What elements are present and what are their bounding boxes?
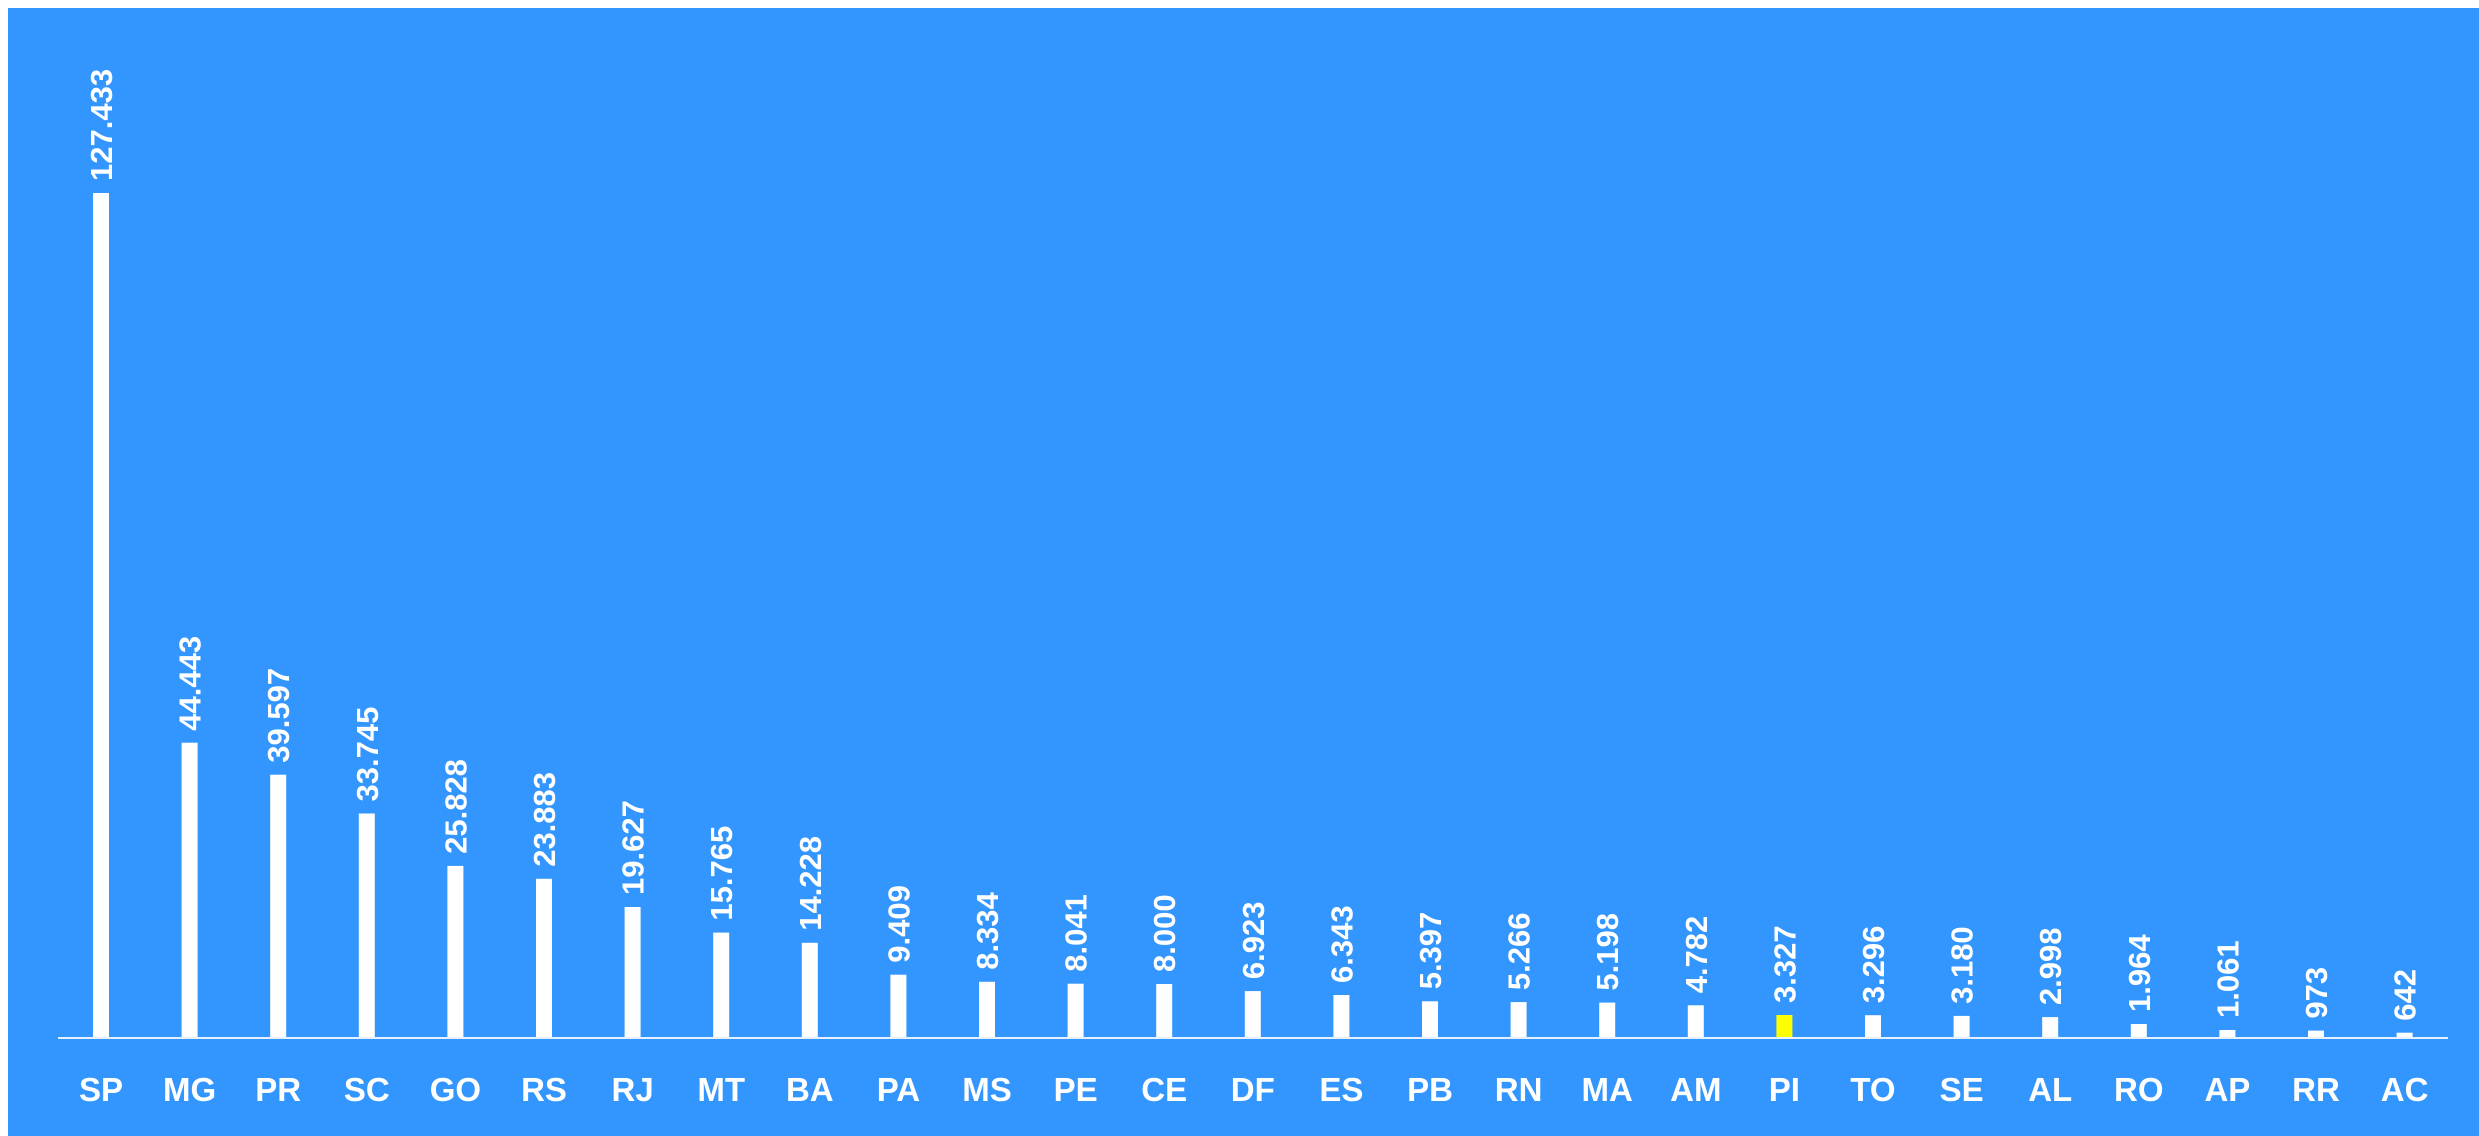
category-label-pr: PR: [255, 1071, 301, 1108]
category-labels-group: SP MG PR SC GO RS RJ MT BA PA MS PE CE DF ES PB RN MA AM PI…: [79, 1071, 2428, 1108]
category-label-sc: SC: [344, 1071, 390, 1108]
value-label-es: 6.343: [1324, 905, 1359, 983]
bar-es: [1333, 995, 1350, 1037]
bar-ac: [2396, 1032, 2413, 1037]
value-label-mg: 44.443: [173, 636, 208, 731]
bar-sp: [93, 193, 109, 1037]
value-label-pi: 3.327: [1767, 925, 1802, 1003]
bar-pb: [1422, 1001, 1438, 1037]
bar-rr: [2308, 1030, 2324, 1037]
value-label-sc: 33.745: [350, 707, 385, 802]
category-label-pb: PB: [1407, 1071, 1453, 1108]
value-label-al: 2.998: [2033, 928, 2068, 1006]
bar-al: [2042, 1017, 2059, 1037]
chart-background: [8, 8, 2479, 1136]
bar-pr: [270, 774, 287, 1037]
bar-to: [1865, 1015, 1881, 1037]
value-label-sp: 127.433: [84, 69, 119, 181]
bar-pi: [1776, 1015, 1793, 1037]
value-label-go: 25.828: [438, 759, 473, 854]
category-label-rr: RR: [2292, 1071, 2340, 1108]
bar-ce: [1156, 984, 1173, 1037]
category-label-pi: PI: [1769, 1071, 1800, 1108]
value-label-se: 3.180: [1945, 926, 1980, 1004]
bar-mt: [713, 932, 730, 1037]
category-label-se: SE: [1940, 1071, 1984, 1108]
category-label-ms: MS: [962, 1071, 1012, 1108]
value-label-rn: 5.266: [1502, 913, 1537, 991]
category-label-pe: PE: [1054, 1071, 1098, 1108]
category-label-rs: RS: [521, 1071, 567, 1108]
category-label-ba: BA: [786, 1071, 834, 1108]
category-label-df: DF: [1231, 1071, 1275, 1108]
category-label-mg: MG: [163, 1071, 216, 1108]
category-label-rn: RN: [1495, 1071, 1543, 1108]
bar-go: [447, 865, 464, 1037]
bar-am: [1687, 1005, 1704, 1037]
bar-pe: [1067, 983, 1084, 1037]
bar-ms: [979, 981, 995, 1037]
value-label-ms: 8.334: [970, 891, 1005, 969]
value-label-ap: 1.061: [2210, 940, 2245, 1018]
bar-sc: [358, 813, 375, 1037]
value-label-am: 4.782: [1679, 916, 1714, 994]
category-label-sp: SP: [79, 1071, 123, 1108]
bar-rj: [624, 907, 641, 1037]
value-label-pr: 39.597: [261, 668, 296, 763]
value-label-ce: 8.000: [1147, 894, 1182, 972]
category-label-ro: RO: [2114, 1071, 2164, 1108]
value-labels-group: 127.433 44.443 39.597 33.745 25.828 23.883 19.…: [84, 69, 2423, 1021]
bar-ro: [2130, 1024, 2147, 1037]
category-label-ac: AC: [2381, 1071, 2429, 1108]
bar-mg: [181, 742, 198, 1037]
value-label-ba: 14.228: [793, 836, 828, 931]
bar-chart: 127.433 44.443 39.597 33.745 25.828 23.883 19.…: [8, 8, 2479, 1136]
category-label-ce: CE: [1141, 1071, 1187, 1108]
bar-ba: [801, 942, 818, 1037]
bars-group: [93, 193, 2413, 1037]
category-label-am: AM: [1670, 1071, 1721, 1108]
category-label-mt: MT: [697, 1071, 745, 1108]
value-label-rr: 973: [2299, 967, 2334, 1019]
category-label-ma: MA: [1582, 1071, 1633, 1108]
value-label-mt: 15.765: [704, 826, 739, 921]
bar-df: [1244, 991, 1261, 1037]
bar-ap: [2219, 1030, 2236, 1037]
value-label-df: 6.923: [1236, 902, 1271, 980]
bar-rn: [1510, 1002, 1527, 1037]
category-label-rj: RJ: [612, 1071, 654, 1108]
bar-pa: [890, 974, 907, 1037]
bar-ma: [1599, 1002, 1616, 1037]
value-label-to: 3.296: [1856, 926, 1891, 1004]
value-label-pe: 8.041: [1059, 894, 1094, 972]
category-label-ap: AP: [2204, 1071, 2250, 1108]
value-label-rj: 19.627: [616, 800, 651, 895]
category-label-es: ES: [1319, 1071, 1363, 1108]
value-label-ac: 642: [2388, 969, 2423, 1021]
category-label-pa: PA: [877, 1071, 920, 1108]
chart-svg: 127.433 44.443 39.597 33.745 25.828 23.883 19.…: [8, 8, 2479, 1136]
value-label-pa: 9.409: [881, 885, 916, 963]
category-label-to: TO: [1850, 1071, 1895, 1108]
category-label-al: AL: [2028, 1071, 2072, 1108]
value-label-rs: 23.883: [527, 772, 562, 867]
category-label-go: GO: [430, 1071, 481, 1108]
value-label-ma: 5.198: [1590, 913, 1625, 991]
bar-rs: [536, 878, 552, 1037]
value-label-pb: 5.397: [1413, 912, 1448, 990]
value-label-ro: 1.964: [2122, 934, 2157, 1012]
bar-se: [1953, 1015, 1970, 1037]
